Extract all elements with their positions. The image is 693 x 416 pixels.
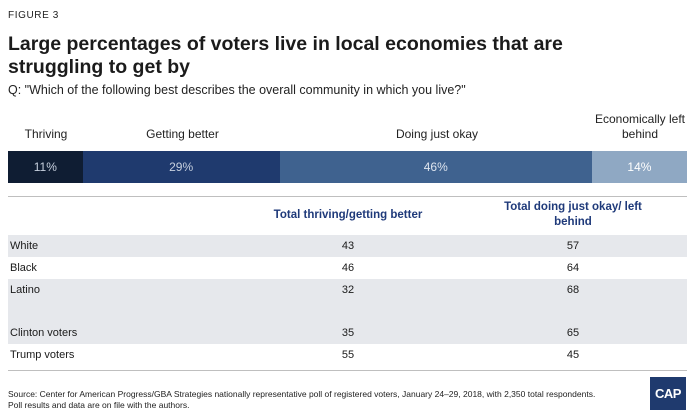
bar-value-label: 14% xyxy=(627,160,652,174)
value-okay: 45 xyxy=(566,349,580,361)
value-okay: 68 xyxy=(566,284,580,296)
column-header-thriving: Total thriving/getting better xyxy=(273,209,423,221)
survey-question: Q: "Which of the following best describe… xyxy=(8,83,466,97)
row-label: Trump voters xyxy=(10,349,75,361)
table-header: Total thriving/getting better Total doin… xyxy=(8,198,687,235)
table-row: White 43 57 xyxy=(8,235,687,257)
segment-label-thriving: Thriving xyxy=(24,127,68,141)
row-label: Clinton voters xyxy=(10,327,78,339)
chart-title: Large percentages of voters live in loca… xyxy=(8,33,563,78)
bar-value-label: 46% xyxy=(423,160,448,174)
column-header-okay: Total doing just okay/ left behind xyxy=(504,201,642,228)
row-label: White xyxy=(10,240,39,252)
row-label: Latino xyxy=(10,284,40,296)
value-okay: 57 xyxy=(566,240,580,252)
figure-label: FIGURE 3 xyxy=(8,10,59,21)
breakdown-table: Total thriving/getting better Total doin… xyxy=(8,198,687,366)
segment-label-doing-okay: Doing just okay xyxy=(395,127,479,141)
bar-value-label: 11% xyxy=(33,160,57,174)
value-okay: 64 xyxy=(566,262,580,274)
table-row: Latino 32 68 xyxy=(8,279,687,301)
segment-label-getting-better: Getting better xyxy=(146,127,219,141)
segment-label-left-behind: Economically left behind xyxy=(594,112,686,141)
value-thriving: 35 xyxy=(341,327,355,339)
cap-logo: CAP xyxy=(650,377,686,410)
bar-segment-doing-just-okay: 46% xyxy=(279,151,592,183)
table-row: Trump voters 55 45 xyxy=(8,344,687,366)
value-thriving: 55 xyxy=(341,349,355,361)
row-label: Black xyxy=(10,262,37,274)
divider xyxy=(8,370,687,371)
bar-value-label: 29% xyxy=(169,160,194,174)
bar-segment-economically-left-behind: 14% xyxy=(591,151,687,183)
divider xyxy=(8,196,687,197)
table-row xyxy=(8,301,687,322)
bar-segment-thriving: 11% xyxy=(8,151,83,183)
bar-segment-getting-better: 29% xyxy=(82,151,280,183)
value-okay: 65 xyxy=(566,327,580,339)
table-body: White 43 57 Black 46 64 Latino 32 68 Clinton vote… xyxy=(8,235,687,366)
value-thriving: 43 xyxy=(341,240,355,252)
stacked-bar: 11% 29% 46% 14% xyxy=(8,151,687,183)
value-thriving: 46 xyxy=(341,262,355,274)
value-thriving: 32 xyxy=(341,284,355,296)
source-note: Source: Center for American Progress/GBA… xyxy=(8,389,596,410)
table-row: Clinton voters 35 65 xyxy=(8,322,687,344)
table-row: Black 46 64 xyxy=(8,257,687,279)
